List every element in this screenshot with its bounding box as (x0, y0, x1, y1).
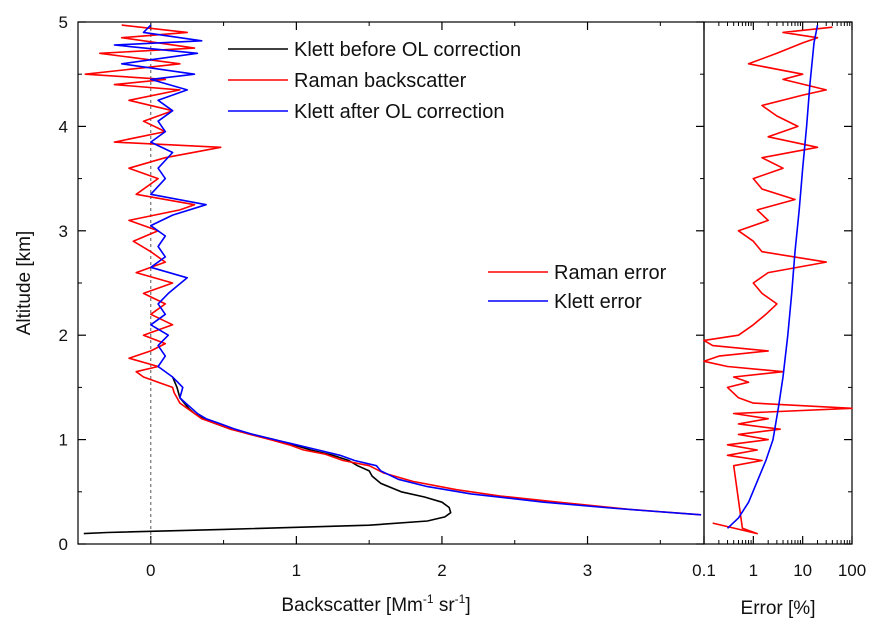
right-x-tick-label-1: 1 (749, 561, 758, 580)
legend-left: Klett before OL correction Raman backsca… (228, 39, 521, 123)
left-y-tick-labels: 0 1 2 3 4 5 (59, 13, 68, 554)
right-x-tick-label-0: 0.1 (692, 561, 716, 580)
right-plot-frame (703, 21, 853, 545)
left-x-tick-label-3: 3 (583, 561, 592, 580)
left-x-tick-label-1: 1 (292, 561, 301, 580)
legend-label-raman-error: Raman error (554, 262, 667, 284)
right-x-ticks (703, 22, 853, 544)
left-y-tick-label-2: 2 (59, 326, 68, 345)
left-series-group (83, 24, 702, 535)
left-x-tick-label-2: 2 (437, 561, 446, 580)
right-x-tick-labels: 0.1 1 10 100 (692, 561, 866, 580)
x-axis-label-end: ] (465, 595, 470, 616)
x-axis-label-sup2: -1 (455, 592, 466, 606)
x-axis-label-sup1: -1 (423, 592, 434, 606)
left-x-tick-label-0: 0 (146, 561, 155, 580)
x-axis-label-mid: sr (434, 595, 456, 616)
left-x-tick-labels: 0 1 2 3 (146, 561, 592, 580)
x-axis-label-left: Backscatter [Mm-1 sr-1] (281, 592, 470, 616)
left-y-tick-label-0: 0 (59, 535, 68, 554)
left-y-tick-label-1: 1 (59, 431, 68, 450)
left-series-line-0 (83, 376, 452, 535)
legend-label-klett-after: Klett after OL correction (294, 101, 504, 123)
legend-right: Raman error Klett error (488, 262, 667, 313)
left-y-ticks (78, 21, 704, 545)
left-series-line-1 (84, 24, 702, 516)
left-y-tick-label-3: 3 (59, 222, 68, 241)
y-axis-label: Altitude [km] (14, 231, 35, 336)
right-series-line-1 (726, 24, 819, 529)
left-y-tick-label-4: 4 (59, 117, 68, 136)
left-x-ticks (77, 22, 661, 544)
legend-label-klett-error: Klett error (554, 291, 642, 313)
x-axis-label-right: Error [%] (741, 598, 816, 619)
right-x-tick-label-3: 100 (838, 561, 866, 580)
legend-label-raman-backscatter: Raman backscatter (294, 70, 467, 92)
right-series-line-0 (703, 26, 853, 535)
legend-label-klett-before: Klett before OL correction (294, 39, 521, 61)
right-x-tick-label-2: 10 (793, 561, 812, 580)
left-y-tick-label-5: 5 (59, 13, 68, 32)
right-y-ticks (844, 21, 852, 545)
left-series-line-2 (113, 24, 702, 516)
x-axis-label-base: Backscatter [Mm (281, 595, 422, 616)
right-series-group (703, 24, 853, 535)
